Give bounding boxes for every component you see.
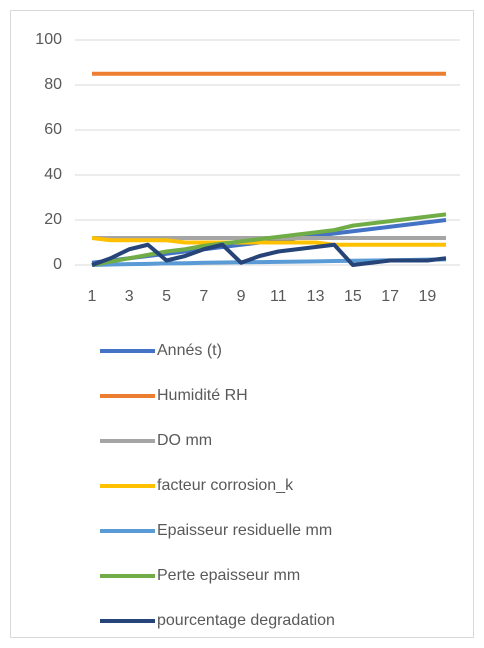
legend-label: Perte epaisseur mm: [157, 567, 300, 584]
chart-border: [10, 10, 474, 638]
y-tick-label: 20: [44, 211, 62, 228]
x-tick-label: 19: [418, 288, 436, 305]
x-tick-label: 13: [307, 288, 325, 305]
x-tick-label: 9: [237, 288, 246, 305]
series-line: [91, 212, 447, 267]
y-tick-label: 60: [44, 121, 62, 138]
legend-label: Epaisseur residuelle mm: [157, 522, 332, 539]
legend-label: Humidité RH: [157, 387, 248, 404]
x-tick-label: 17: [381, 288, 399, 305]
y-tick-label: 80: [44, 76, 62, 93]
y-tick-label: 40: [44, 166, 62, 183]
x-tick-label: 11: [270, 288, 287, 305]
series-line: [91, 242, 447, 267]
x-tick-label: 15: [344, 288, 362, 305]
series-line: [91, 236, 446, 247]
legend-label: DO mm: [157, 432, 212, 449]
x-tick-label: 7: [199, 288, 208, 305]
y-tick-label: 0: [53, 256, 62, 273]
legend-label: Annés (t): [157, 342, 222, 359]
x-tick-label: 3: [125, 288, 134, 305]
legend-label: pourcentage degradation: [157, 612, 335, 629]
x-tick-label: 1: [88, 288, 97, 305]
legend-label: facteur corrosion_k: [157, 477, 294, 494]
y-tick-label: 100: [35, 31, 62, 48]
x-tick-label: 5: [162, 288, 171, 305]
